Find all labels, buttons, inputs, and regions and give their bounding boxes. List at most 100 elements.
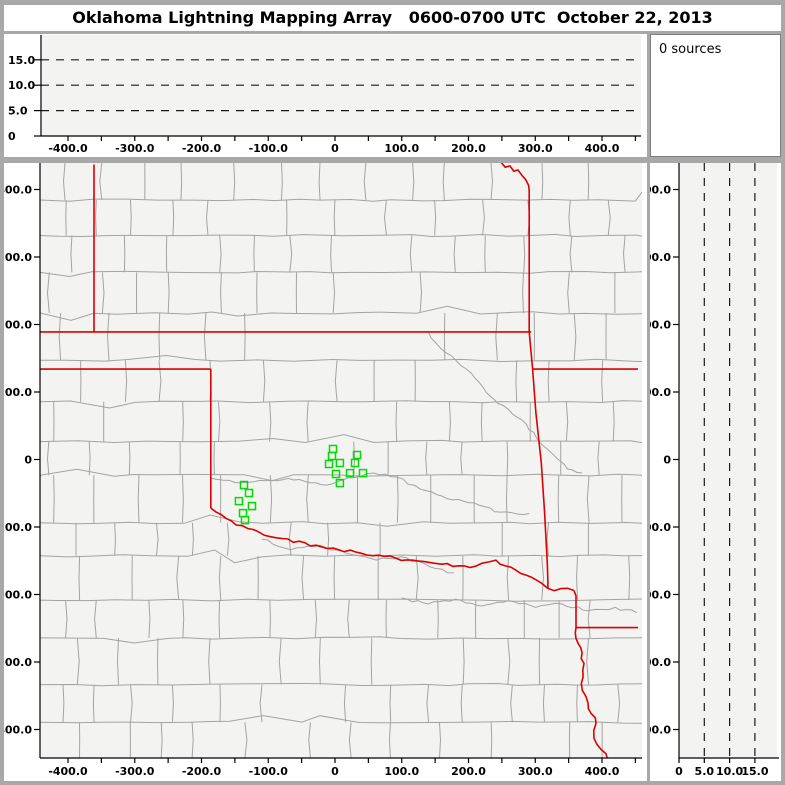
lma-station-marker [335, 478, 345, 488]
texas-arkansas-border [573, 590, 577, 628]
lma-stations [234, 444, 368, 525]
county-line [437, 600, 439, 638]
county-line [442, 163, 445, 201]
county-line [101, 272, 105, 314]
county-line [409, 235, 413, 273]
county-line [607, 199, 611, 236]
county-line [567, 272, 570, 314]
county-line [490, 163, 494, 201]
county-line [622, 235, 626, 273]
county-line [547, 360, 550, 402]
county-line [363, 163, 367, 201]
y-tick-label: 0 [24, 454, 32, 467]
county-line [106, 312, 110, 361]
map-layers [40, 163, 642, 758]
county-line [269, 600, 271, 638]
county-line [522, 272, 524, 314]
y-tick-label: -200.0 [4, 589, 32, 602]
y-tick-label: 200.0 [650, 319, 671, 332]
county-line [226, 522, 230, 556]
lma-station-marker [244, 488, 254, 498]
county-line [308, 722, 311, 758]
red-river-border [210, 507, 575, 592]
y-tick-label: 200.0 [4, 319, 32, 332]
x-tick-label: -400.0 [48, 765, 88, 778]
county-line [203, 312, 207, 361]
county-line [415, 555, 419, 601]
plan-view-map-plot[interactable]: 400.0 300.0 200.0 100.0 0 -100.0 -200.0 -300.0 -… [4, 163, 647, 781]
y-tick-label: 15.0 [8, 54, 35, 67]
county-line [182, 600, 185, 638]
county-line [419, 272, 423, 314]
county-line [176, 555, 180, 601]
y-tick-label: 5.0 [8, 105, 28, 118]
x-tick-label: -100.0 [249, 765, 289, 778]
county-line [434, 199, 437, 236]
county-line [46, 441, 50, 476]
x-tick-label: -100.0 [249, 142, 289, 155]
county-line [515, 360, 518, 402]
county-line [171, 684, 174, 723]
county-line [62, 684, 65, 723]
plan-view-map-panel: 400.0 300.0 200.0 100.0 0 -100.0 -200.0 -300.0 -… [4, 163, 647, 781]
county-line [130, 199, 132, 236]
county-line [617, 684, 621, 723]
county-line [576, 555, 578, 601]
sources-count-label: 0 sources [659, 42, 722, 57]
county-line [137, 475, 140, 523]
county-line [289, 235, 293, 273]
county-line [462, 637, 465, 685]
county-line [506, 441, 509, 476]
altitude-ew-plot[interactable]: 15.0 10.0 5.0 0 -400.0 -300.0 -200.0 -100.0 0 100… [4, 34, 647, 157]
y-tick-label: -300.0 [650, 656, 671, 669]
texas-louisiana-border [574, 627, 608, 758]
county-line [76, 637, 80, 685]
x-tick-label: 15.0 [741, 765, 768, 778]
county-line [426, 684, 430, 723]
county-line [388, 722, 391, 758]
county-line [124, 360, 128, 402]
oklahoma-missouri-border [528, 331, 534, 370]
county-line [116, 637, 119, 685]
county-line [182, 475, 184, 523]
y-tick-label: 0 [663, 454, 671, 467]
county-line [586, 637, 590, 685]
y-tick-label: 100.0 [4, 386, 32, 399]
y-tick-label: 400.0 [650, 184, 671, 197]
county-line [40, 514, 642, 527]
county-line [46, 272, 50, 314]
plot-area[interactable] [679, 163, 777, 758]
y-tick-label: -100.0 [4, 521, 32, 534]
county-line [370, 637, 373, 685]
y-tick-label: 300.0 [650, 251, 671, 264]
county-line [160, 722, 163, 758]
county-line [495, 312, 498, 361]
county-line [490, 722, 493, 758]
county-line [53, 475, 55, 523]
county-line [330, 235, 332, 273]
kansas-missouri-border [500, 163, 530, 332]
county-line [128, 441, 131, 476]
county-line [334, 360, 338, 402]
y-tick-label: 400.0 [4, 184, 32, 197]
county-line [180, 163, 183, 201]
county-line [182, 401, 184, 442]
altitude-ns-plot[interactable]: 400.0 300.0 200.0 100.0 0 -100.0 -200.0 -300.0 -… [650, 163, 781, 781]
county-line [158, 312, 161, 361]
county-line [314, 600, 318, 638]
county-line [541, 163, 544, 201]
y-tick-label: 300.0 [4, 251, 32, 264]
county-line [40, 549, 642, 564]
county-line [65, 600, 68, 638]
title-bar: Oklahoma Lightning Mapping Array 0600-07… [4, 5, 781, 31]
county-line [281, 163, 283, 201]
x-tick-label: -300.0 [115, 765, 155, 778]
lma-station-marker [345, 468, 355, 478]
y-tick-label: -100.0 [650, 521, 671, 534]
x-tick-label: 100.0 [384, 765, 419, 778]
x-tick-label: 5.0 [695, 765, 715, 778]
county-line [92, 684, 95, 723]
county-line [167, 272, 170, 314]
altitude-ew-panel: 15.0 10.0 5.0 0 -400.0 -300.0 -200.0 -100.0 0 100… [4, 34, 647, 157]
